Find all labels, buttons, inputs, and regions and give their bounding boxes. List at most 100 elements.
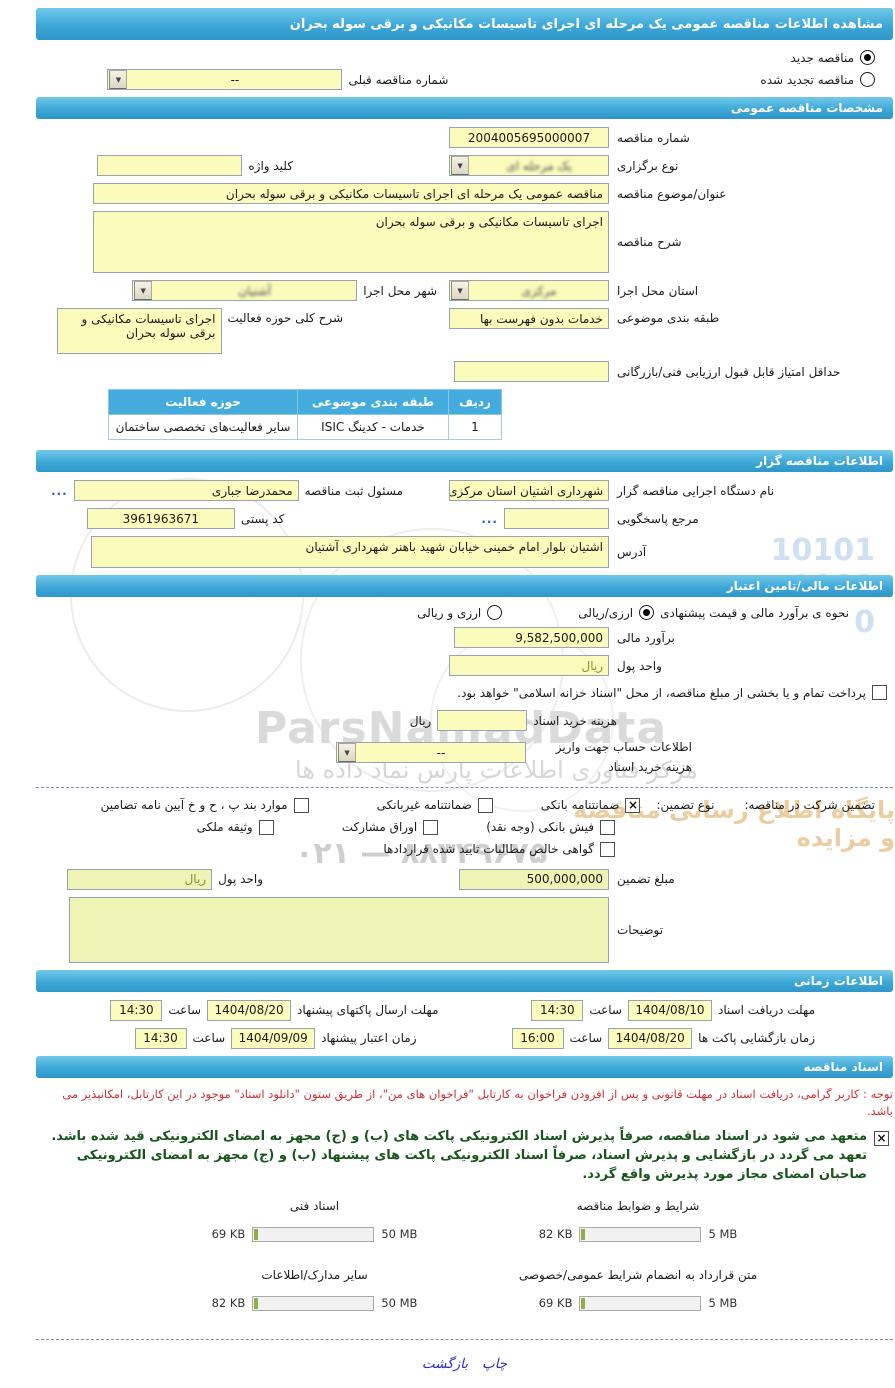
- reference-field[interactable]: [504, 508, 609, 529]
- address-label: آدرس: [617, 545, 647, 559]
- doc-fee-field[interactable]: [437, 710, 528, 732]
- file-contract-max: 5 MB: [708, 1296, 738, 1311]
- subject-label: عنوان/موضوع مناقصه: [617, 186, 727, 201]
- envelope-submit-deadline-date[interactable]: 1404/08/20: [207, 999, 292, 1021]
- guarantee-bylaw-checkbox[interactable]: [293, 797, 309, 813]
- file-technical-label: اسناد فنی: [289, 1198, 340, 1213]
- guarantee-nonbank-label: ضمانتنامه غیربانکی: [376, 798, 472, 813]
- treasury-checkbox[interactable]: [872, 685, 887, 700]
- description-label: شرح مناقصه: [617, 235, 682, 249]
- guarantee-claims-label: گواهی خالص مطالبات تایید شده قراردادها: [383, 842, 594, 857]
- guarantee-collateral-checkbox[interactable]: [258, 819, 274, 835]
- reference-label: مرجع پاسخگویی: [617, 511, 699, 526]
- chevron-down-icon[interactable]: ▼: [109, 70, 128, 89]
- hour-label: ساعت: [569, 1031, 603, 1046]
- description-textarea[interactable]: اجرای تاسیسات مکانیکی و برقی سوله بحران: [93, 211, 609, 273]
- tender-type-label: نوع برگزاری: [617, 158, 679, 173]
- radio-rial-label: ارزی/ریالی: [578, 605, 634, 620]
- province-select[interactable]: مرکزی ▼: [449, 280, 609, 301]
- guarantee-nonbank-checkbox[interactable]: [477, 797, 493, 813]
- postal-code-label: کد پستی: [240, 511, 285, 526]
- tender-number-field[interactable]: 2004005695000007: [449, 127, 609, 148]
- financial-estimate-label: برآورد مالی: [617, 630, 675, 645]
- hour-label: ساعت: [589, 1003, 622, 1018]
- reference-more-link[interactable]: ...: [481, 511, 498, 526]
- guarantee-intro-label: تضمین شرکت در مناقصه:: [744, 798, 875, 813]
- guarantee-bank-label: ضمانتنامه بانکی: [540, 798, 620, 813]
- estimate-method-label: نحوه ی برآورد مالی و قیمت پیشنهادی: [660, 605, 849, 620]
- envelope-submit-deadline-time[interactable]: 14:30: [110, 999, 163, 1021]
- radio-renewed-tender-label: مناقصه تجدید شده: [760, 72, 854, 87]
- radio-new-tender[interactable]: [860, 50, 875, 65]
- currency-field[interactable]: ریال: [449, 655, 609, 676]
- min-score-label: حداقل امتیاز قابل قبول ارزیابی فنی/بازرگ…: [617, 364, 841, 379]
- previous-tender-select[interactable]: -- ▼: [107, 69, 343, 90]
- file-terms-size: 82 KB: [538, 1227, 573, 1242]
- deposit-account-label: اطلاعات حساب جهت واریز هزینه خرید اسناد: [555, 740, 692, 774]
- treasury-checkbox-label: پرداخت تمام و یا بخشی از مبلغ مناقصه، از…: [457, 686, 866, 700]
- table-header-row: ردیف طبقه بندی موضوعی حوزه فعالیت: [108, 389, 502, 415]
- registrar-more-link[interactable]: ...: [50, 483, 68, 498]
- print-link[interactable]: چاپ: [481, 1355, 508, 1372]
- radio-rial[interactable]: [639, 605, 655, 620]
- guarantee-amount-field[interactable]: 500,000,000: [459, 868, 609, 890]
- file-other-label: سایر مدارک/اطلاعات: [261, 1267, 368, 1282]
- guarantee-currency-field[interactable]: ریال: [67, 868, 213, 890]
- guarantee-bankslip-checkbox[interactable]: [600, 819, 615, 835]
- doc-receive-deadline-time[interactable]: 14:30: [531, 999, 584, 1021]
- documents-note: توجه : کاربر گرامی، دریافت اسناد در مهلت…: [62, 1086, 893, 1119]
- file-other-progressbar: [252, 1295, 375, 1311]
- file-contract-progressbar: [579, 1295, 702, 1311]
- doc-receive-deadline-label: مهلت دریافت اسناد: [717, 1003, 815, 1018]
- subject-field[interactable]: مناقصه عمومی یک مرحله ای اجرای تاسیسات م…: [93, 183, 609, 204]
- city-select[interactable]: آشتیان ▼: [132, 280, 358, 301]
- chevron-down-icon[interactable]: ▼: [451, 156, 469, 175]
- financial-estimate-field[interactable]: 9,582,500,000: [454, 627, 609, 648]
- notes-textarea[interactable]: [69, 896, 609, 963]
- category-field[interactable]: خدمات بدون فهرست بها: [449, 308, 609, 329]
- category-label: طبقه بندی موضوعی: [617, 311, 720, 325]
- chevron-down-icon[interactable]: ▼: [338, 743, 356, 763]
- keyword-field[interactable]: [97, 155, 243, 176]
- guarantee-bank-checkbox[interactable]: [625, 797, 641, 813]
- envelope-opening-time[interactable]: 16:00: [511, 1027, 564, 1049]
- file-other-max: 50 MB: [381, 1296, 418, 1311]
- activity-scope-label: شرح کلی حوزه فعالیت: [227, 311, 344, 325]
- section-general-header: مشخصات مناقصه عمومی: [36, 97, 893, 119]
- envelope-opening-date[interactable]: 1404/08/20: [608, 1027, 693, 1049]
- guarantee-bonds-checkbox[interactable]: [423, 819, 439, 835]
- offer-validity-date[interactable]: 1404/09/09: [231, 1027, 316, 1049]
- tender-number-label: شماره مناقصه: [617, 130, 690, 145]
- offer-validity-time[interactable]: 14:30: [134, 1027, 187, 1049]
- agency-field[interactable]: شهرداری اشتیان استان مرکزی: [449, 480, 609, 501]
- address-field[interactable]: اشتیان بلوار امام خمینی خیابان شهید باهن…: [91, 536, 609, 568]
- currency-label: واحد پول: [617, 658, 662, 673]
- electronic-signature-checkbox[interactable]: [874, 1131, 889, 1147]
- page-title: مشاهده اطلاعات مناقصه عمومی یک مرحله ای …: [36, 8, 893, 40]
- offer-validity-label: زمان اعتبار پیشنهاد: [321, 1031, 417, 1046]
- registrar-label: مسئول ثبت مناقصه: [304, 483, 403, 498]
- guarantee-collateral-label: وثیقه ملکی: [196, 820, 253, 835]
- city-label: شهر محل اجرا: [363, 283, 437, 298]
- tender-type-select[interactable]: یک مرحله ای ▼: [449, 155, 609, 176]
- min-score-field[interactable]: [454, 361, 609, 382]
- guarantee-amount-label: مبلغ تضمین: [617, 872, 675, 887]
- back-link[interactable]: بازگشت: [421, 1355, 468, 1372]
- chevron-down-icon[interactable]: ▼: [451, 281, 469, 300]
- file-terms-max: 5 MB: [708, 1227, 738, 1242]
- guarantee-claims-checkbox[interactable]: [600, 841, 615, 857]
- file-terms-progressbar: [579, 1226, 702, 1242]
- doc-fee-label: هزینه خرید اسناد: [533, 713, 617, 728]
- table-row: 1 خدمات - کدینگ ISIC سایر فعالیت‌های تخص…: [108, 414, 502, 440]
- envelope-opening-time-label: زمان بازگشایی پاکت ها: [698, 1031, 815, 1046]
- registrar-field[interactable]: محمدرضا جباری: [73, 480, 299, 501]
- radio-currency-and-rial[interactable]: [487, 605, 503, 620]
- province-label: استان محل اجرا: [617, 283, 699, 298]
- deposit-account-select[interactable]: -- ▼: [336, 742, 526, 764]
- guarantee-bylaw-label: موارد بند پ ، ح و خ آیین نامه تضامین: [100, 798, 288, 813]
- postal-code-field[interactable]: 3961963671: [86, 508, 235, 529]
- doc-receive-deadline-date[interactable]: 1404/08/10: [627, 999, 712, 1021]
- activity-scope-textarea[interactable]: اجرای تاسیسات مکانیکی و برقی سوله بحران: [56, 308, 222, 354]
- chevron-down-icon[interactable]: ▼: [134, 281, 153, 300]
- radio-renewed-tender[interactable]: [860, 72, 875, 87]
